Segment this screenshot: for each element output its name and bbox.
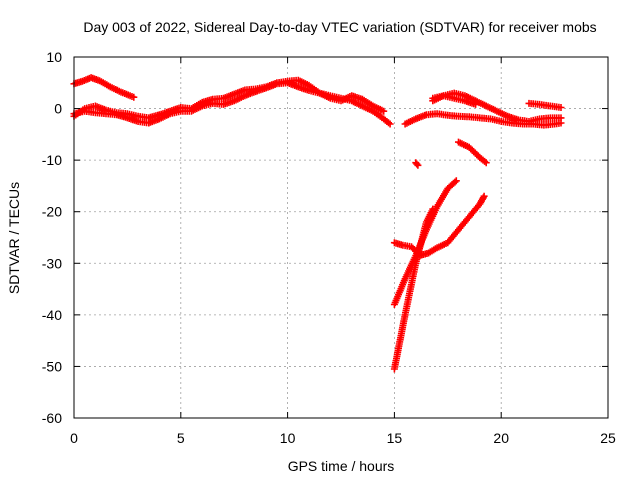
x-axis-title: GPS time / hours [288, 458, 395, 474]
data-series [70, 74, 565, 373]
chart-title: Day 003 of 2022, Sidereal Day-to-day VTE… [83, 19, 596, 35]
data-point [480, 192, 488, 200]
x-tick-label: 15 [387, 430, 403, 446]
y-tick-label: -30 [42, 255, 62, 271]
series-track-11 [390, 205, 437, 373]
y-tick-label: -60 [42, 410, 62, 426]
data-point [429, 205, 437, 213]
series-track-1 [70, 74, 138, 101]
y-axis-title: SDTVAR / TECUs [6, 182, 22, 294]
y-tick-label: 0 [54, 101, 62, 117]
data-point [386, 120, 394, 128]
grid [74, 57, 608, 418]
x-tick-label: 0 [70, 430, 78, 446]
series-track-3 [70, 76, 388, 122]
data-point [557, 104, 565, 111]
data-point [451, 178, 459, 186]
x-tick-label: 20 [493, 430, 509, 446]
series-track-4 [401, 110, 565, 129]
y-tick-label: -40 [42, 307, 62, 323]
series-track-8 [412, 159, 422, 169]
data-point [413, 160, 421, 168]
data-point [472, 100, 480, 108]
data-point [452, 177, 460, 185]
x-tick-label: 10 [280, 430, 296, 446]
x-tick-label: 25 [600, 430, 616, 446]
series-track-5 [429, 89, 565, 125]
data-point [557, 114, 565, 122]
y-tick-label: -20 [42, 204, 62, 220]
x-tick-label: 5 [177, 430, 185, 446]
axis-ticks: 0 5 10 15 20 25 -60 -50 -40 -30 -20 -10 0 10 [42, 49, 616, 446]
y-tick-label: -50 [42, 358, 62, 374]
y-tick-label: -10 [42, 152, 62, 168]
series-track-12 [390, 192, 488, 259]
series-track-6 [429, 92, 480, 108]
y-tick-label: 10 [46, 49, 62, 65]
series-track-9 [455, 138, 490, 167]
data-point [380, 107, 388, 115]
series-track-7 [525, 99, 565, 111]
data-point [414, 161, 422, 169]
data-point [482, 159, 490, 167]
data-point [130, 93, 138, 101]
plot-frame [73, 56, 609, 419]
